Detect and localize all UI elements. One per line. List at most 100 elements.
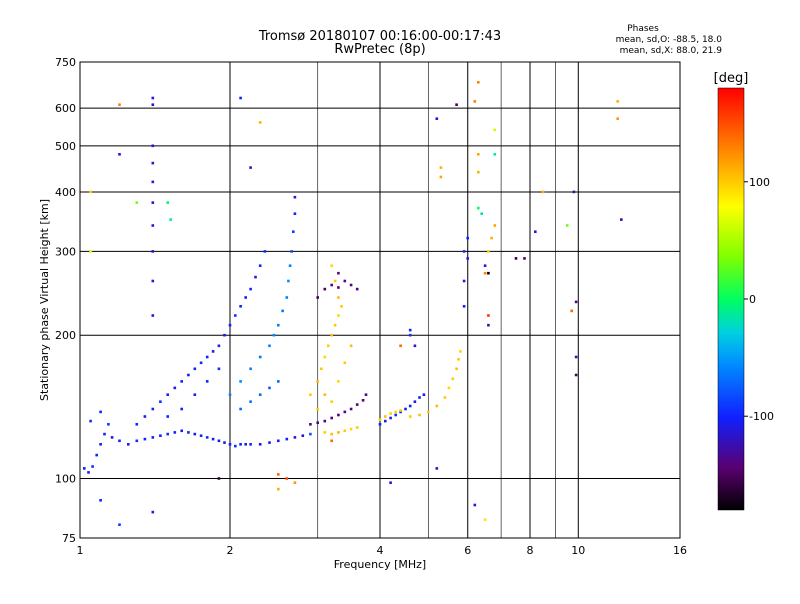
data-point (258, 121, 262, 124)
data-point (337, 271, 340, 275)
data-point (616, 117, 619, 120)
data-point (180, 429, 183, 433)
data-point (323, 355, 327, 359)
data-point (293, 212, 297, 215)
chart-title: Tromsø 20180107 00:16:00-00:17:43 (258, 29, 501, 44)
data-point (166, 201, 169, 204)
y-axis-ticks: 75 100 200 300 400 500 600 750 (55, 56, 76, 545)
data-point (180, 380, 183, 383)
data-point (457, 358, 460, 361)
data-point (99, 410, 102, 414)
data-point (187, 431, 190, 434)
data-point (301, 434, 305, 437)
data-point (118, 103, 121, 106)
data-point (258, 355, 262, 359)
data-point (89, 419, 92, 423)
data-point (439, 175, 443, 179)
data-point (118, 523, 121, 526)
data-point (490, 236, 493, 240)
data-point (316, 296, 319, 299)
data-point (205, 380, 209, 383)
data-point (83, 467, 86, 470)
data-point (249, 443, 252, 446)
data-point (228, 443, 232, 446)
data-point (316, 380, 319, 383)
y-tick-label: 400 (55, 186, 76, 199)
data-point (258, 443, 262, 446)
data-point (323, 431, 327, 434)
data-point (355, 287, 359, 291)
data-point (616, 100, 619, 103)
data-point (228, 393, 232, 396)
data-point (151, 103, 155, 106)
data-point (199, 434, 203, 437)
data-point (107, 423, 110, 426)
data-point (427, 410, 430, 414)
data-point (244, 296, 247, 299)
data-point (487, 271, 490, 275)
data-point (89, 190, 92, 194)
data-point (169, 218, 172, 221)
data-point (620, 218, 623, 221)
data-point (309, 423, 312, 426)
data-point (143, 437, 147, 441)
data-point (364, 393, 368, 396)
y-tick-label: 600 (55, 102, 76, 115)
y-tick-label: 750 (55, 56, 76, 69)
data-point (151, 144, 155, 148)
data-point (285, 477, 289, 480)
data-point (483, 271, 487, 275)
data-point (389, 481, 392, 484)
data-point (361, 399, 365, 402)
data-point (523, 257, 526, 260)
data-point (493, 153, 497, 156)
data-point (217, 439, 221, 443)
data-point (330, 439, 333, 443)
x-tick-label: 16 (673, 544, 687, 557)
data-point (413, 400, 417, 403)
data-point (343, 279, 347, 283)
data-point (418, 396, 421, 399)
data-point (384, 415, 387, 418)
data-point (258, 264, 262, 267)
data-point (349, 427, 353, 431)
data-point (462, 305, 466, 308)
data-point (477, 153, 480, 156)
x-axis-ticks: 1 2 4 6 8 10 16 (77, 544, 688, 557)
data-point (277, 487, 280, 491)
data-point (462, 250, 466, 253)
data-point (272, 333, 276, 337)
colorbar-ticks: 100 0 -100 (744, 176, 774, 423)
data-point (244, 443, 247, 446)
data-point (292, 230, 295, 233)
data-point (151, 180, 155, 184)
data-point (135, 423, 139, 426)
y-tick-label: 500 (55, 140, 76, 153)
data-point (99, 443, 102, 446)
data-point (330, 264, 333, 267)
data-point (151, 279, 155, 283)
data-point (217, 344, 221, 348)
data-point (180, 407, 183, 411)
data-point (493, 224, 497, 227)
data-point (166, 393, 169, 396)
data-point (277, 323, 280, 327)
x-tick-label: 1 (77, 544, 84, 557)
data-point (143, 415, 147, 418)
data-point (263, 250, 267, 253)
data-point (249, 367, 252, 371)
data-point (408, 328, 412, 332)
data-point (455, 103, 458, 106)
data-point (541, 190, 545, 194)
data-point (447, 386, 451, 390)
data-point (473, 100, 477, 103)
data-point (159, 434, 162, 437)
data-point (277, 473, 280, 476)
data-point (337, 431, 340, 434)
data-point (418, 413, 421, 417)
data-point (118, 439, 121, 443)
data-point (459, 350, 462, 353)
data-point (574, 355, 578, 359)
data-point (337, 380, 340, 383)
data-point (413, 344, 417, 348)
